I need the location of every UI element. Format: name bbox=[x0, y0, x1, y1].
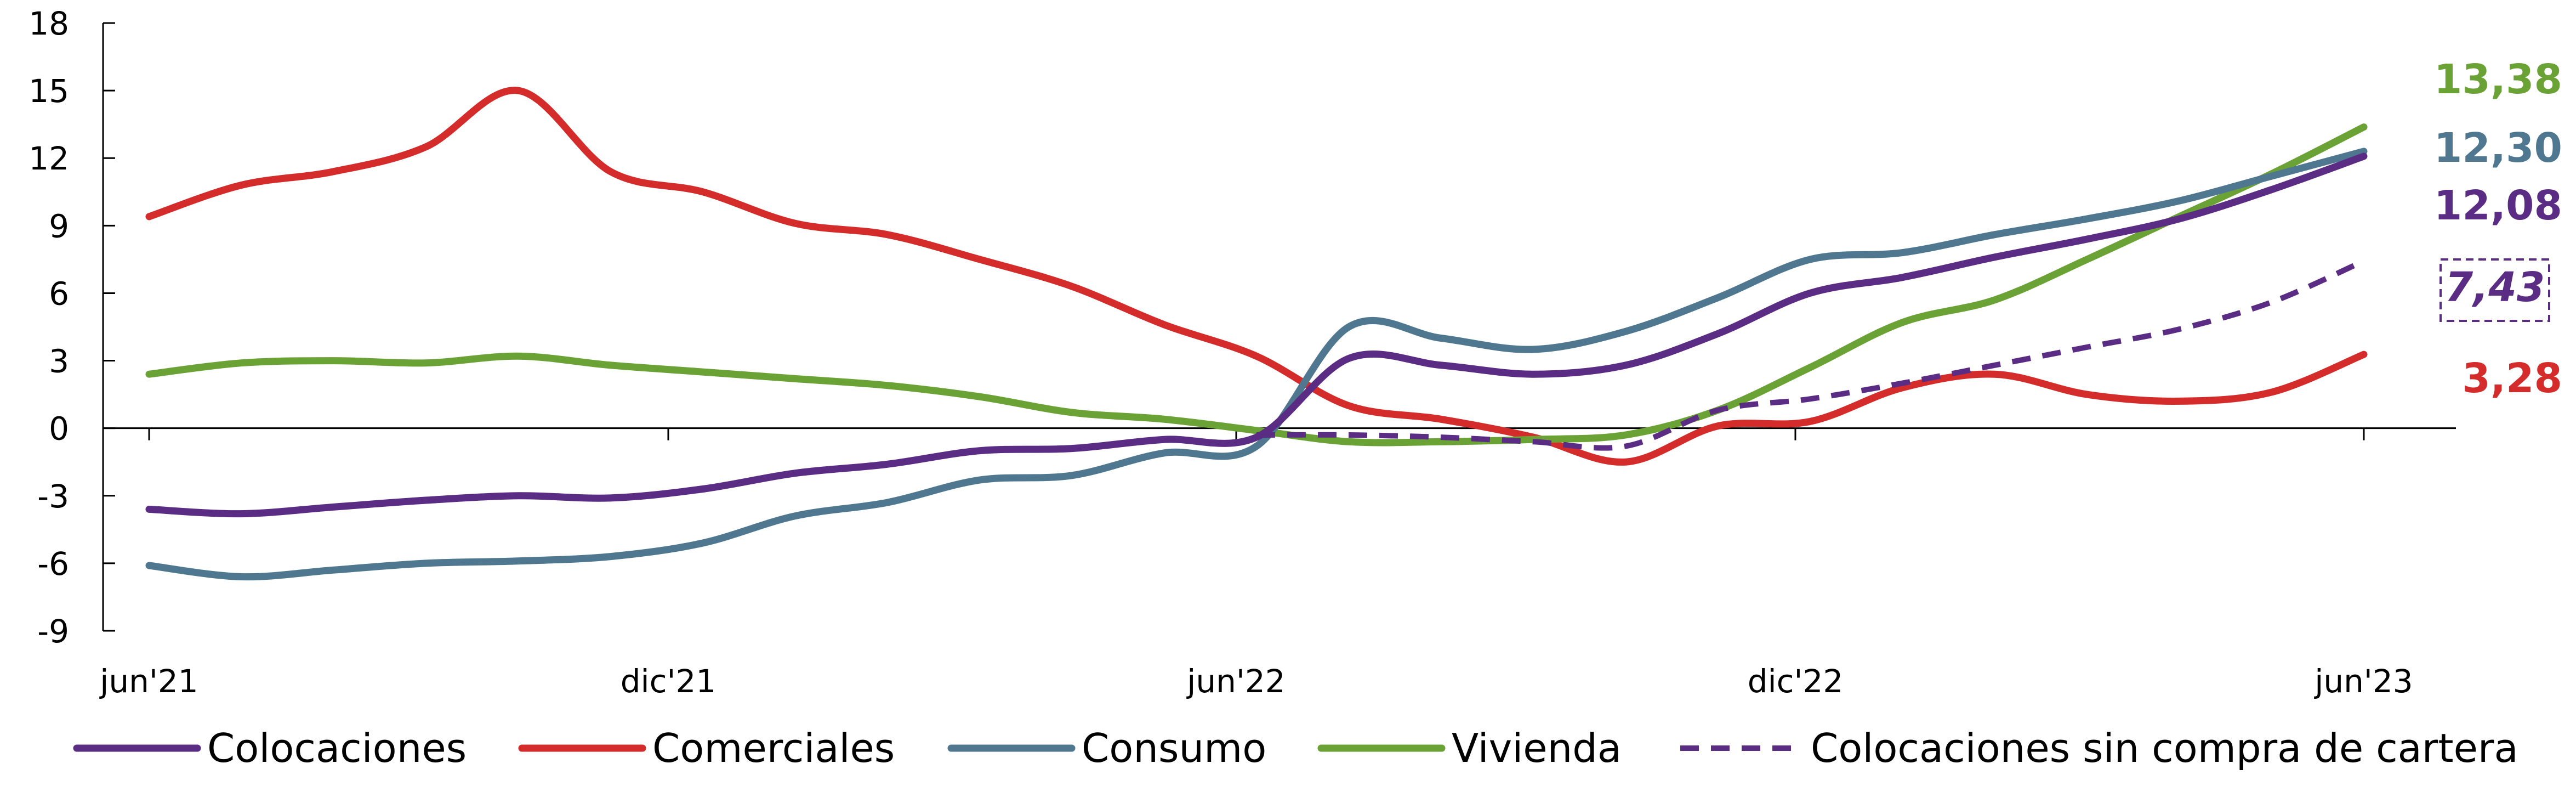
legend-label: Colocaciones bbox=[207, 725, 467, 771]
y-tick-label: 12 bbox=[29, 140, 69, 177]
series-lines bbox=[145, 87, 2368, 581]
end-label-vivienda: 13,38 bbox=[2434, 56, 2562, 103]
legend-label: Vivienda bbox=[1452, 725, 1622, 771]
x-tick-label: jun'23 bbox=[2313, 663, 2413, 700]
y-tick-label: -9 bbox=[37, 613, 69, 650]
y-tick-label: 0 bbox=[49, 410, 69, 448]
y-tick-label: -6 bbox=[37, 545, 69, 583]
series-line-colocaciones bbox=[145, 152, 2368, 518]
legend-label: Consumo bbox=[1082, 725, 1266, 771]
legend: Colocaciones Comerciales Consumo Vivienda Co… bbox=[73, 725, 2518, 771]
legend-label: Comerciales bbox=[652, 725, 895, 771]
y-tick-label: 15 bbox=[29, 72, 69, 110]
x-axis: jun'21 dic'21 jun'22 dic'22 jun'23 bbox=[99, 427, 2456, 700]
end-label-colocaciones: 12,08 bbox=[2434, 182, 2562, 229]
series-line-comerciales bbox=[145, 87, 2368, 466]
series-line-colocaciones-sin-compra-de-cartera bbox=[1256, 258, 2365, 451]
y-tick-label: 6 bbox=[49, 275, 69, 312]
end-labels: 13,38 12,30 12,08 7,43 3,28 bbox=[2434, 56, 2562, 402]
x-tick-label: dic'22 bbox=[1748, 663, 1844, 700]
y-tick-label: 18 bbox=[29, 5, 69, 42]
y-tick-label: 3 bbox=[49, 343, 69, 380]
x-tick-label: jun'21 bbox=[99, 663, 198, 700]
end-label-box bbox=[2439, 258, 2550, 322]
end-label-consumo: 12,30 bbox=[2434, 125, 2562, 172]
y-tick-label: 9 bbox=[49, 207, 69, 245]
y-tick-label: -3 bbox=[37, 478, 69, 515]
series-line-consumo bbox=[145, 148, 2368, 581]
x-tick-label: dic'21 bbox=[621, 663, 716, 700]
y-axis: 18 15 12 9 6 3 0 -3 -6 -9 bbox=[29, 5, 115, 650]
series-line-vivienda bbox=[145, 123, 2368, 446]
legend-label: Colocaciones sin compra de cartera bbox=[1811, 725, 2518, 771]
x-tick-label: jun'22 bbox=[1186, 663, 1285, 700]
end-label-colocaciones-sin-compra: 7,43 bbox=[2445, 264, 2545, 311]
end-label-comerciales: 3,28 bbox=[2462, 355, 2562, 402]
